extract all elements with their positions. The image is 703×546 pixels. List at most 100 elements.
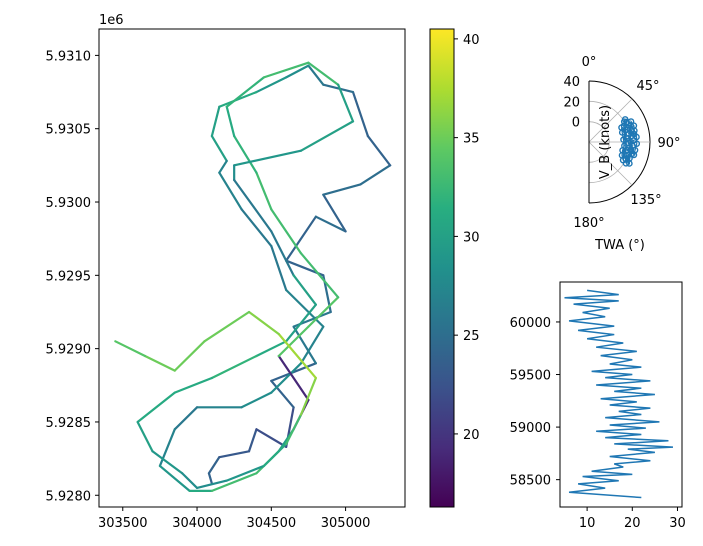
track-segment xyxy=(255,340,288,358)
track-x-ticks: 303500 304000 304500 305000 xyxy=(98,507,370,531)
track-segment xyxy=(277,332,317,380)
distribution-x-tick-label: 30 xyxy=(669,516,686,531)
track-x-tick-label: 305000 xyxy=(321,516,371,531)
track-segment xyxy=(351,90,369,138)
track-x-tick-label: 303500 xyxy=(98,516,148,531)
polar-spoke xyxy=(588,141,633,186)
colorbar-tick-label: 30 xyxy=(463,230,480,245)
track-axes: 1e6 303500 304000 304500 305000 5.92805.928… xyxy=(46,13,406,531)
track-y-tick-label: 5.9295 xyxy=(46,269,92,284)
distribution-y-tick-label: 60000 xyxy=(510,316,551,331)
track-segment xyxy=(307,296,340,328)
colorbar-ticks: 20 25 30 35 40 xyxy=(454,33,480,443)
track-segment xyxy=(255,171,273,211)
track-segment xyxy=(307,61,340,86)
track-segment xyxy=(255,428,288,448)
track-axes-frame xyxy=(98,28,406,508)
track-segment xyxy=(114,340,147,358)
track-segment xyxy=(322,183,362,196)
track-y-tick-label: 5.9290 xyxy=(46,343,92,358)
polar-radial-label: 0 xyxy=(572,116,580,131)
distribution-axes-frame xyxy=(559,281,683,508)
track-segment xyxy=(277,354,310,402)
track-segment xyxy=(262,442,288,468)
track-segment xyxy=(210,134,228,163)
track-y-tick-label: 5.9310 xyxy=(46,49,92,64)
track-y-offset-label: 1e6 xyxy=(99,13,124,28)
track-segment xyxy=(270,362,303,394)
track-segment xyxy=(270,379,295,409)
track-x-tick-label: 304000 xyxy=(172,516,222,531)
track-segment xyxy=(247,428,258,453)
track-segment xyxy=(210,354,258,380)
track-segment xyxy=(255,76,288,94)
track-segment xyxy=(151,450,184,475)
track-segment xyxy=(292,325,317,365)
track-segment xyxy=(307,64,325,86)
polar-angle-label: 0° xyxy=(582,55,597,70)
colorbar-tick-label: 40 xyxy=(463,33,480,48)
track-segment xyxy=(195,479,228,490)
track-segment xyxy=(366,134,392,167)
track-segment xyxy=(158,428,176,468)
polar-trace xyxy=(620,119,638,166)
track-segment xyxy=(277,325,310,358)
colorbar-tick-label: 35 xyxy=(463,132,480,147)
track-segment xyxy=(207,456,221,475)
polar-angle-label: 90° xyxy=(657,136,680,151)
polar-radial-label: 20 xyxy=(563,95,580,110)
track-segment xyxy=(218,159,228,174)
colorbar-tick-label: 25 xyxy=(463,329,480,344)
track-y-tick-label: 5.9280 xyxy=(46,489,92,504)
distribution-x-ticks: 10 20 30 xyxy=(579,507,686,531)
track-segment xyxy=(218,90,258,108)
distribution-y-tick-label: 59500 xyxy=(510,369,551,384)
polar-axes: 0° 45° 90° 135° 180° 0 20 40 V_B (knots) TWA (°… xyxy=(563,55,680,253)
polar-tick-labels: 0° 45° 90° 135° 180° 0 20 40 xyxy=(563,55,680,231)
polar-radial-label: 40 xyxy=(563,75,580,90)
polar-xlabel: TWA (°) xyxy=(594,238,645,253)
track-segment xyxy=(270,208,303,255)
track-segment xyxy=(233,149,303,167)
distribution-x-tick-label: 20 xyxy=(624,516,641,531)
track-segment xyxy=(225,105,236,138)
track-segment xyxy=(322,83,355,94)
track-segment xyxy=(218,171,243,211)
distribution-series xyxy=(564,289,674,499)
track-segment xyxy=(181,472,199,490)
track-segment xyxy=(270,230,295,277)
polar-spoke xyxy=(588,98,633,143)
track-y-tick-label: 5.9300 xyxy=(46,196,92,211)
track-segment xyxy=(136,391,176,424)
track-segment xyxy=(218,450,251,459)
track-segment xyxy=(225,464,265,482)
track-segment xyxy=(173,406,199,431)
track-segment xyxy=(173,340,206,372)
track-segment xyxy=(143,354,176,372)
track-segment xyxy=(292,274,317,306)
colorbar-gradient xyxy=(429,28,455,508)
track-segment xyxy=(285,288,325,328)
track-segment xyxy=(240,208,273,248)
track-segment xyxy=(233,178,273,233)
distribution-x-tick-label: 10 xyxy=(579,516,596,531)
polar-angle-label: 180° xyxy=(573,216,604,231)
track-segment xyxy=(225,76,265,108)
track-segment xyxy=(233,134,258,174)
track-y-tick-label: 5.9285 xyxy=(46,416,92,431)
track-segment xyxy=(262,61,310,79)
track-segment xyxy=(247,310,280,336)
polar-scatter xyxy=(618,116,641,167)
track-segment xyxy=(158,464,191,492)
track-segment xyxy=(210,105,221,138)
polar-grid xyxy=(588,80,651,204)
track-segment xyxy=(285,303,317,343)
track-segment xyxy=(285,413,303,446)
track-segment xyxy=(285,64,310,79)
track-segment xyxy=(337,83,355,123)
distribution-line xyxy=(564,289,674,499)
track-segment xyxy=(314,215,347,233)
track-segment xyxy=(136,420,154,453)
track-segment xyxy=(299,376,317,416)
distribution-y-ticks: 58500 59000 59500 60000 xyxy=(510,316,560,489)
